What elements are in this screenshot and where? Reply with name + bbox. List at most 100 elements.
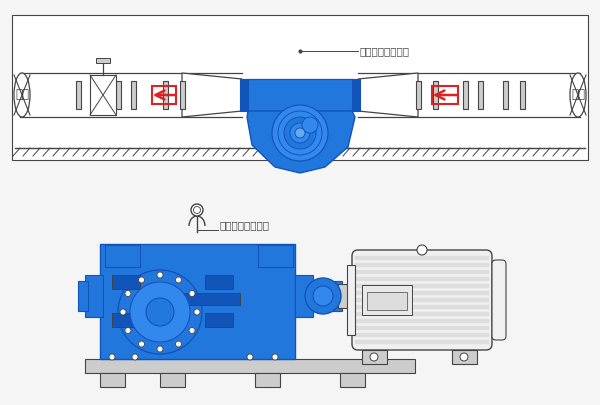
Bar	[295, 275, 313, 317]
Circle shape	[157, 272, 163, 278]
Circle shape	[295, 128, 305, 138]
Bar	[503, 81, 508, 109]
Bar	[338, 284, 354, 308]
Circle shape	[272, 105, 328, 161]
Bar	[340, 373, 365, 387]
Bar	[258, 245, 293, 267]
Circle shape	[193, 207, 200, 213]
Circle shape	[120, 309, 126, 315]
Bar	[112, 275, 140, 289]
FancyBboxPatch shape	[492, 260, 506, 340]
Bar	[416, 81, 421, 109]
Circle shape	[290, 123, 310, 143]
Ellipse shape	[14, 73, 30, 117]
Circle shape	[272, 354, 278, 360]
Text: 出口: 出口	[15, 89, 29, 102]
Bar	[355, 284, 489, 288]
Bar	[152, 86, 176, 104]
Bar	[313, 281, 323, 311]
Bar	[478, 81, 483, 109]
FancyBboxPatch shape	[352, 250, 492, 350]
Bar	[355, 298, 489, 302]
Bar	[355, 340, 489, 344]
Circle shape	[146, 298, 174, 326]
Bar	[91, 81, 96, 109]
Bar	[116, 81, 121, 109]
Bar	[355, 270, 489, 274]
Bar	[12, 15, 588, 160]
Bar	[362, 350, 387, 364]
Bar	[355, 277, 489, 281]
Circle shape	[132, 354, 138, 360]
Bar	[433, 81, 438, 109]
Circle shape	[125, 290, 131, 296]
Circle shape	[189, 328, 195, 333]
Circle shape	[125, 328, 131, 333]
Bar	[160, 373, 185, 387]
Bar	[432, 86, 458, 104]
Text: 高效节能定制水泵: 高效节能定制水泵	[220, 220, 270, 230]
Circle shape	[139, 341, 145, 347]
Bar	[112, 313, 140, 327]
Circle shape	[176, 277, 182, 283]
Circle shape	[109, 354, 115, 360]
Bar	[322, 281, 342, 311]
Bar	[180, 81, 185, 109]
Bar	[205, 313, 233, 327]
Bar	[205, 275, 233, 289]
Circle shape	[194, 309, 200, 315]
Polygon shape	[182, 73, 242, 117]
Bar	[367, 292, 407, 310]
Circle shape	[370, 353, 378, 361]
Bar	[85, 275, 103, 317]
Bar	[362, 285, 412, 315]
Bar	[355, 326, 489, 330]
Circle shape	[417, 245, 427, 255]
Bar	[520, 81, 525, 109]
Bar	[305, 130, 315, 148]
Polygon shape	[247, 111, 355, 173]
Circle shape	[460, 353, 468, 361]
Circle shape	[278, 111, 322, 155]
Circle shape	[118, 270, 202, 354]
Circle shape	[313, 286, 333, 306]
Bar	[355, 263, 489, 267]
Bar	[100, 244, 295, 359]
Bar	[155, 293, 240, 305]
Bar	[90, 75, 116, 115]
Bar	[355, 305, 489, 309]
Ellipse shape	[570, 73, 586, 117]
Circle shape	[176, 341, 182, 347]
Circle shape	[130, 282, 190, 342]
Bar	[278, 126, 322, 133]
Bar	[76, 81, 81, 109]
Circle shape	[157, 346, 163, 352]
Circle shape	[191, 204, 203, 216]
Text: 进口: 进口	[571, 89, 585, 102]
Bar	[452, 350, 477, 364]
Bar	[105, 245, 140, 267]
Bar	[355, 291, 489, 295]
Circle shape	[189, 290, 195, 296]
Bar	[355, 319, 489, 323]
Bar	[247, 79, 353, 111]
Bar	[78, 281, 88, 311]
Bar	[285, 130, 295, 148]
Bar	[355, 256, 489, 260]
Bar	[131, 81, 136, 109]
Circle shape	[247, 354, 253, 360]
Bar	[255, 373, 280, 387]
Bar	[355, 312, 489, 316]
Bar	[85, 359, 415, 373]
Bar	[163, 81, 168, 109]
Circle shape	[139, 277, 145, 283]
Circle shape	[302, 117, 318, 133]
Bar	[96, 58, 110, 63]
Bar	[100, 373, 125, 387]
Bar	[352, 79, 360, 111]
Polygon shape	[358, 73, 418, 117]
Circle shape	[305, 278, 341, 314]
Bar	[240, 79, 248, 111]
Bar	[347, 265, 355, 335]
Circle shape	[284, 117, 316, 149]
